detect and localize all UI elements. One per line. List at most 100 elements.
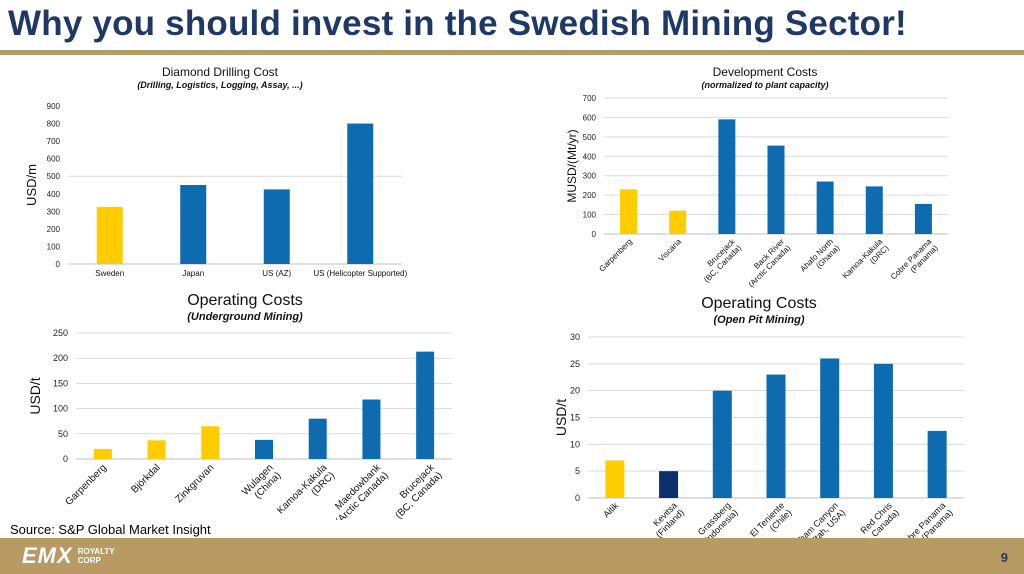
y-axis-title: USD/m xyxy=(24,164,39,206)
chart-subtitle: (Drilling, Logistics, Logging, Assay, ..… xyxy=(137,80,303,90)
chart-title: Diamond Drilling Cost xyxy=(161,65,279,79)
y-tick-label: 800 xyxy=(47,120,61,129)
bar xyxy=(914,203,932,234)
y-tick-label: 250 xyxy=(53,328,68,338)
bar xyxy=(816,181,834,234)
y-axis-title: USD/t xyxy=(27,377,43,414)
bar xyxy=(263,189,290,264)
bar xyxy=(873,363,893,498)
y-tick-label: 0 xyxy=(56,260,61,269)
chart-operating-underground: Operating Costs (Underground Mining) 0 50… xyxy=(20,290,470,520)
company-logo: EMX ROYALTY CORP xyxy=(22,543,115,569)
y-tick-label: 400 xyxy=(583,152,597,161)
x-tick-label: US (AZ) xyxy=(262,269,291,278)
chart-subtitle: (Underground Mining) xyxy=(187,311,303,323)
chart-development-costs: Development Costs (normalized to plant c… xyxy=(560,62,970,292)
bar xyxy=(669,210,687,234)
bar xyxy=(147,440,166,459)
y-tick-label: 500 xyxy=(47,172,61,181)
bar xyxy=(766,374,786,498)
y-tick-label: 200 xyxy=(583,191,597,200)
chart-title: Development Costs xyxy=(712,65,818,79)
bar xyxy=(927,430,947,498)
x-tick-label: Björkdal xyxy=(129,462,162,495)
bar xyxy=(201,426,220,459)
bar xyxy=(96,206,123,264)
bar xyxy=(605,460,625,498)
bar xyxy=(865,186,883,234)
x-tick-label: US (Helicopter Supported) xyxy=(313,269,407,278)
chart-subtitle: (normalized to plant capacity) xyxy=(701,80,829,90)
chart-svg: 0 50 100 150 200 250 USD/t Garpenberg Björkdal Zi… xyxy=(27,328,452,520)
y-tick-label: 0 xyxy=(63,454,68,464)
x-tick-label-line: Garpenberg xyxy=(597,237,634,274)
bar xyxy=(712,390,732,498)
bar xyxy=(416,351,435,459)
y-tick-label: 200 xyxy=(53,353,68,363)
bar xyxy=(347,123,374,264)
x-tick-label: Viscaria xyxy=(657,237,684,264)
y-tick-label: 200 xyxy=(47,225,61,234)
x-tick-label: Japan xyxy=(182,269,204,278)
x-tick-label: Aitik xyxy=(601,500,620,519)
y-axis-title: MUSD/(Mt/yr) xyxy=(565,129,579,202)
y-tick-label: 900 xyxy=(47,102,61,111)
bar xyxy=(180,185,207,264)
y-tick-label: 5 xyxy=(575,466,580,476)
bar xyxy=(659,471,679,498)
page-number: 9 xyxy=(1000,550,1008,565)
chart-svg: 0 100 200 300 400 500 600 700 MUSD/(Mt/yr) Garpen… xyxy=(565,94,948,289)
source-note: Source: S&P Global Market Insight xyxy=(10,522,211,537)
y-tick-label: 600 xyxy=(47,155,61,164)
x-tick-label: Wulagen(China) xyxy=(240,462,283,505)
x-tick-label: Garpenberg xyxy=(597,237,634,274)
chart-title: Operating Costs xyxy=(701,295,817,312)
y-tick-label: 400 xyxy=(47,190,61,199)
chart-operating-open-pit: Operating Costs (Open Pit Mining) 0 5 10 15… xyxy=(548,293,970,559)
y-tick-label: 20 xyxy=(570,386,580,396)
x-tick-label-line: Zinkgruvan xyxy=(174,462,217,505)
y-tick-label: 50 xyxy=(58,429,68,439)
y-tick-label: 150 xyxy=(53,378,68,388)
bar xyxy=(308,418,327,459)
x-tick-label-line: Björkdal xyxy=(129,462,162,495)
x-tick-label: Ahafo North(Ghana) xyxy=(798,237,841,280)
y-tick-label: 100 xyxy=(47,242,61,251)
title-divider xyxy=(0,50,1024,55)
bar xyxy=(718,119,736,234)
y-tick-label: 600 xyxy=(583,113,597,122)
bar xyxy=(620,189,638,234)
y-tick-label: 300 xyxy=(583,172,597,181)
x-tick-label: Kamoa-Kakula(DRC) xyxy=(275,462,337,520)
y-tick-label: 0 xyxy=(575,493,580,503)
x-tick-label: Cobre Panama(Panama) xyxy=(889,237,940,288)
bar xyxy=(255,439,273,459)
x-tick-label: Maedowbank(Arctic Canada) xyxy=(326,462,391,520)
y-tick-label: 500 xyxy=(583,133,597,142)
bar xyxy=(820,358,840,498)
y-tick-label: 0 xyxy=(592,230,597,239)
x-tick-label: Zinkgruvan xyxy=(174,462,217,505)
chart-title: Operating Costs xyxy=(187,292,303,309)
x-tick-label: Back River(Arctic Canada) xyxy=(740,237,792,289)
y-tick-label: 30 xyxy=(570,332,580,342)
bar xyxy=(767,145,785,234)
x-tick-label-line: Viscaria xyxy=(657,237,684,264)
chart-svg: 0 100 200 300 400 500 600 700 800 900 USD/m Sweden J… xyxy=(24,102,407,278)
y-tick-label: 100 xyxy=(53,404,68,414)
x-tick-label: Brucejack(BC, Canada) xyxy=(696,236,744,284)
bar xyxy=(362,399,381,459)
y-tick-label: 100 xyxy=(583,211,597,220)
chart-subtitle: (Open Pit Mining) xyxy=(713,314,805,326)
x-tick-label-line: Garpenberg xyxy=(63,462,109,508)
page-title: Why you should invest in the Swedish Min… xyxy=(8,4,907,43)
y-tick-label: 10 xyxy=(570,439,580,449)
logo-wordmark: EMX xyxy=(22,543,73,568)
x-tick-label: Garpenberg xyxy=(63,462,109,508)
chart-diamond-drilling: Diamond Drilling Cost (Drilling, Logisti… xyxy=(20,62,420,294)
x-tick-label: Brucejack(BC, Canada) xyxy=(386,462,445,520)
y-tick-label: 700 xyxy=(583,94,597,103)
y-tick-label: 300 xyxy=(47,207,61,216)
x-tick-label: Kamoa-Kakula(DRC) xyxy=(841,237,891,287)
